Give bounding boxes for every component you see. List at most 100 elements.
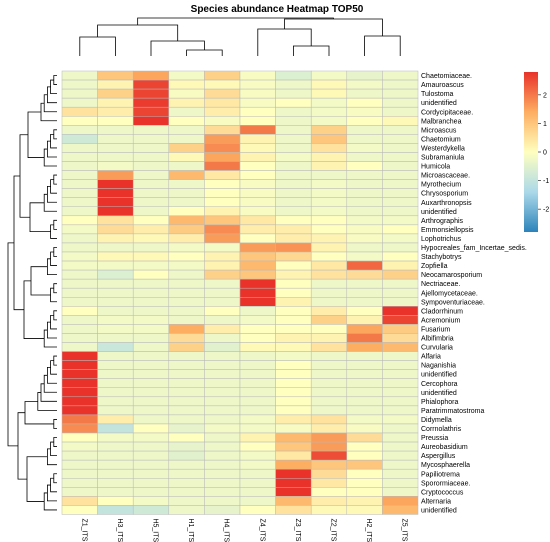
legend-tick-label: -1 xyxy=(543,178,549,185)
heatmap-cell xyxy=(275,188,312,198)
heatmap-cell xyxy=(239,333,276,343)
heatmap-cell xyxy=(310,260,348,271)
heatmap-cell xyxy=(310,423,348,434)
heatmap-cell xyxy=(168,260,205,271)
dendrogram-link xyxy=(47,321,57,339)
row-label: Acremonium xyxy=(421,317,460,324)
row-label: Cryptococcus xyxy=(421,489,464,496)
heatmap-cell xyxy=(61,351,98,361)
heatmap-cell xyxy=(204,450,241,461)
heatmap-cell xyxy=(382,369,419,379)
row-label: Nectriaceae. xyxy=(421,281,460,288)
dendrogram-link xyxy=(43,94,57,113)
heatmap-cell xyxy=(168,224,205,235)
heatmap-cell xyxy=(239,242,276,253)
row-label: Albifimbria xyxy=(421,336,454,343)
heatmap-cell xyxy=(239,369,276,379)
heatmap-cell xyxy=(61,441,98,452)
row-label: Malbranchea xyxy=(421,118,462,125)
heatmap-cell xyxy=(132,315,170,325)
heatmap-cell xyxy=(239,161,276,171)
heatmap-cell xyxy=(132,215,170,226)
heatmap-cell xyxy=(239,278,276,289)
heatmap-cell xyxy=(61,405,98,416)
heatmap-cell xyxy=(382,70,419,81)
heatmap-cell xyxy=(61,106,98,117)
heatmap-cell xyxy=(168,324,205,334)
row-label: Sporormiaceae. xyxy=(421,480,470,487)
heatmap-cell xyxy=(239,79,276,90)
heatmap-cell xyxy=(346,233,383,244)
heatmap-cell xyxy=(346,478,383,488)
heatmap-cell xyxy=(382,478,419,488)
heatmap-cell xyxy=(204,143,241,153)
dendrogram-link xyxy=(43,148,57,167)
heatmap-cell xyxy=(310,478,348,488)
heatmap-cell xyxy=(275,197,312,207)
heatmap-cell xyxy=(239,152,276,162)
heatmap-cell xyxy=(204,505,241,515)
column-dendrogram xyxy=(79,17,401,56)
heatmap-cell xyxy=(275,459,312,470)
heatmap-cell xyxy=(132,152,170,162)
heatmap-cell xyxy=(382,269,419,280)
heatmap-cell xyxy=(204,333,241,343)
heatmap-cell xyxy=(168,378,205,389)
heatmap-cell xyxy=(310,459,348,470)
dendrogram-link xyxy=(53,419,57,429)
dendrogram-link xyxy=(17,412,27,480)
heatmap-cell xyxy=(310,197,348,207)
heatmap-cell xyxy=(204,188,241,198)
heatmap-cell xyxy=(275,260,312,271)
heatmap-cell xyxy=(204,387,241,398)
heatmap-cell xyxy=(132,487,170,497)
heatmap-cell xyxy=(61,414,98,425)
heatmap-cell xyxy=(204,206,241,217)
heatmap-cell xyxy=(382,134,419,144)
heatmap-cell xyxy=(382,278,419,289)
heatmap-cell xyxy=(97,233,134,244)
heatmap-cell xyxy=(346,432,383,443)
heatmap-cell xyxy=(310,360,348,370)
row-label: Westerdykella xyxy=(421,145,465,152)
heatmap-cell xyxy=(310,206,348,217)
heatmap-cell xyxy=(61,152,98,162)
heatmap-cell xyxy=(204,88,241,99)
heatmap-cell xyxy=(204,179,241,189)
heatmap-cell xyxy=(275,450,312,461)
row-label: Chrysosporium xyxy=(421,191,468,198)
heatmap-cell xyxy=(275,152,312,162)
heatmap-cell xyxy=(132,369,170,379)
heatmap-cell xyxy=(346,269,383,280)
column-label: H1_ITS xyxy=(187,518,194,542)
heatmap-cell xyxy=(97,242,134,253)
heatmap-cell xyxy=(132,88,170,99)
heatmap-cell xyxy=(168,206,205,217)
heatmap-cell xyxy=(168,97,205,108)
dendrogram-link xyxy=(7,242,18,447)
heatmap-cell xyxy=(61,450,98,461)
heatmap-cell xyxy=(168,287,205,298)
heatmap-cell xyxy=(132,297,170,307)
heatmap-cell xyxy=(61,396,98,407)
heatmap-cell xyxy=(382,233,419,244)
row-label: unidentified xyxy=(421,390,457,397)
heatmap-cell xyxy=(204,278,241,289)
heatmap-cell xyxy=(239,224,276,235)
heatmap-cell xyxy=(204,315,241,325)
heatmap-cell xyxy=(97,224,134,235)
heatmap-cell xyxy=(204,342,241,352)
heatmap-cell xyxy=(61,378,98,389)
heatmap-cell xyxy=(382,432,419,443)
heatmap-cell xyxy=(346,450,383,461)
heatmap-cell xyxy=(382,224,419,235)
heatmap-cell xyxy=(382,387,419,398)
heatmap-cell xyxy=(239,260,276,271)
row-label: Fusarium xyxy=(421,326,450,333)
heatmap-cell xyxy=(239,116,276,126)
heatmap-cell xyxy=(382,342,419,352)
row-label: Alfaria xyxy=(421,354,441,361)
heatmap-cell xyxy=(61,161,98,171)
row-label: Subramaniula xyxy=(421,155,464,162)
heatmap-cell xyxy=(382,324,419,334)
